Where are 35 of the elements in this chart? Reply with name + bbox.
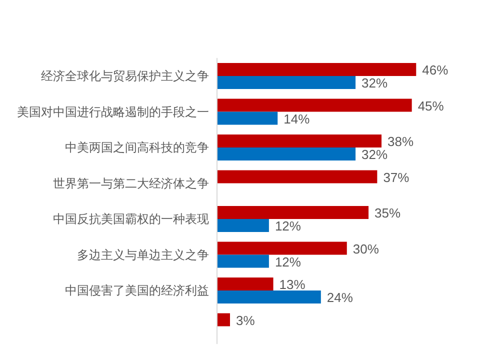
y-tick-label: 美国对中国进行战略遏制的手段之一 bbox=[17, 104, 209, 119]
bar bbox=[217, 313, 230, 326]
bar bbox=[217, 98, 412, 112]
y-tick-label: 多边主义与单边主义之争 bbox=[77, 248, 209, 262]
data-label: 13% bbox=[279, 277, 306, 292]
bar bbox=[217, 76, 356, 90]
bar bbox=[217, 219, 269, 232]
data-label: 24% bbox=[326, 290, 354, 306]
bar bbox=[217, 112, 278, 125]
data-label: 32% bbox=[362, 76, 388, 91]
y-tick-label: 中国反抗美国霸权的一种表现 bbox=[53, 212, 209, 226]
y-tick-label: 中国侵害了美国的经济利益 bbox=[65, 284, 209, 298]
bar bbox=[217, 63, 416, 76]
bar bbox=[217, 254, 269, 268]
data-label: 12% bbox=[274, 254, 302, 270]
data-label: 38% bbox=[388, 134, 414, 150]
data-label: 14% bbox=[284, 111, 310, 126]
data-label: 45% bbox=[418, 98, 444, 114]
data-label: 30% bbox=[352, 241, 380, 256]
bar bbox=[217, 148, 356, 161]
data-label: 37% bbox=[383, 170, 410, 185]
bar bbox=[217, 242, 347, 255]
bar bbox=[217, 206, 369, 220]
y-tick-label: 中美两国之间高科技的竞争 bbox=[65, 140, 209, 155]
bar bbox=[217, 290, 321, 304]
y-tick-label: 经济全球化与贸易保护主义之争 bbox=[41, 69, 209, 84]
bar bbox=[217, 278, 274, 291]
data-label: 35% bbox=[374, 206, 401, 221]
bar bbox=[217, 134, 382, 148]
bar bbox=[217, 170, 378, 184]
data-label: 3% bbox=[236, 312, 256, 328]
y-tick-label: 世界第一与第二大经济体之争 bbox=[53, 176, 209, 190]
data-label: 46% bbox=[422, 62, 449, 78]
data-label: 32% bbox=[362, 147, 388, 162]
data-label: 12% bbox=[274, 218, 302, 234]
